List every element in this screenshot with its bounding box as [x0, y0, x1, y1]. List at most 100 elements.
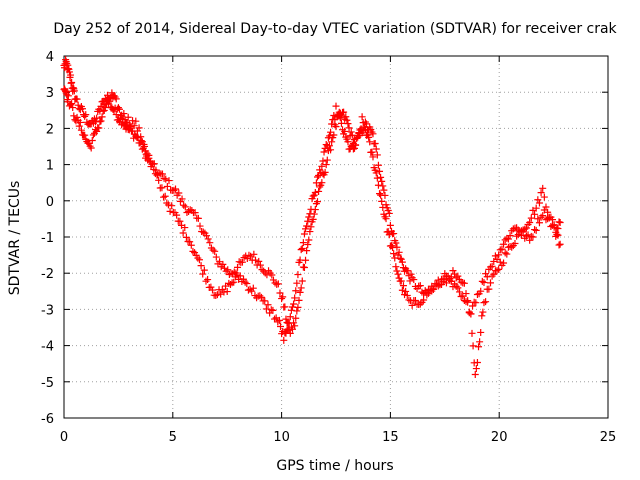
y-tick-label: 0	[46, 195, 54, 210]
data-point	[361, 125, 369, 133]
data-point	[303, 222, 311, 230]
data-point	[164, 201, 172, 209]
data-point	[377, 173, 385, 181]
data-point	[535, 199, 543, 207]
data-point	[212, 291, 220, 299]
data-point	[483, 273, 491, 281]
data-point	[244, 286, 252, 294]
data-point	[477, 328, 485, 336]
data-point	[531, 210, 539, 218]
data-point	[472, 365, 480, 373]
data-point	[297, 246, 305, 254]
data-point	[304, 217, 312, 225]
data-point	[130, 122, 138, 130]
data-point	[457, 278, 465, 286]
data-point	[274, 280, 282, 288]
data-point	[478, 312, 486, 320]
data-point	[511, 239, 519, 247]
data-point	[70, 112, 78, 120]
data-point	[527, 214, 535, 222]
data-point	[73, 113, 81, 121]
data-point	[77, 126, 85, 134]
data-point	[76, 118, 84, 126]
data-point	[238, 258, 246, 266]
data-point	[476, 338, 484, 346]
data-point	[89, 131, 97, 139]
data-point	[350, 144, 358, 152]
data-point	[323, 142, 331, 150]
data-point	[166, 207, 174, 215]
data-point	[434, 276, 442, 284]
data-point	[282, 329, 290, 337]
data-point	[379, 182, 387, 190]
data-point	[223, 288, 231, 296]
data-point	[181, 203, 189, 211]
data-point	[305, 213, 313, 221]
data-point	[204, 276, 212, 284]
data-point	[285, 326, 293, 334]
data-point	[88, 137, 96, 145]
data-point	[78, 105, 86, 113]
data-point	[294, 271, 302, 279]
data-point	[455, 288, 463, 296]
data-point	[151, 170, 159, 178]
data-point	[340, 108, 348, 116]
data-point	[496, 246, 504, 254]
data-point	[160, 193, 168, 201]
x-tick-label: 0	[60, 430, 68, 445]
data-point	[286, 313, 294, 321]
data-point	[498, 245, 506, 253]
data-point	[376, 190, 384, 198]
data-point	[485, 285, 493, 293]
data-point	[402, 287, 410, 295]
data-point	[63, 59, 71, 67]
data-point	[293, 307, 301, 315]
data-point	[322, 161, 330, 169]
data-point	[550, 223, 558, 231]
data-point	[554, 231, 562, 239]
data-point	[328, 138, 336, 146]
data-point	[268, 271, 276, 279]
data-point	[209, 286, 217, 294]
chart-title: Day 252 of 2014, Sidereal Day-to-day VTE…	[53, 21, 617, 37]
data-point	[191, 209, 199, 217]
data-point	[473, 291, 481, 299]
data-point	[315, 187, 323, 195]
data-point	[155, 176, 163, 184]
data-point	[386, 221, 394, 229]
data-point	[446, 276, 454, 284]
data-point	[469, 302, 477, 310]
data-point	[250, 250, 258, 258]
data-point	[224, 266, 232, 274]
data-point	[240, 275, 248, 283]
data-point	[81, 131, 89, 139]
data-point	[490, 270, 498, 278]
data-point	[545, 213, 553, 221]
data-point	[261, 297, 269, 305]
data-point	[482, 270, 490, 278]
data-point	[365, 133, 373, 141]
data-point	[303, 247, 311, 255]
data-point	[452, 282, 460, 290]
data-point	[256, 261, 264, 269]
data-point	[202, 277, 210, 285]
data-point	[189, 247, 197, 255]
data-point	[298, 277, 306, 285]
data-point	[467, 310, 475, 318]
data-point	[194, 254, 202, 262]
data-point	[236, 272, 244, 280]
data-point	[161, 192, 169, 200]
data-point	[420, 296, 428, 304]
data-point	[556, 240, 564, 248]
data-point	[460, 297, 468, 305]
y-tick-label: -1	[41, 231, 54, 246]
data-point	[222, 267, 230, 275]
data-point	[269, 306, 277, 314]
data-point	[504, 235, 512, 243]
data-point	[532, 226, 540, 234]
data-point	[377, 191, 385, 199]
data-point	[486, 263, 494, 271]
data-point	[245, 251, 253, 259]
data-point	[299, 239, 307, 247]
data-point	[168, 202, 176, 210]
